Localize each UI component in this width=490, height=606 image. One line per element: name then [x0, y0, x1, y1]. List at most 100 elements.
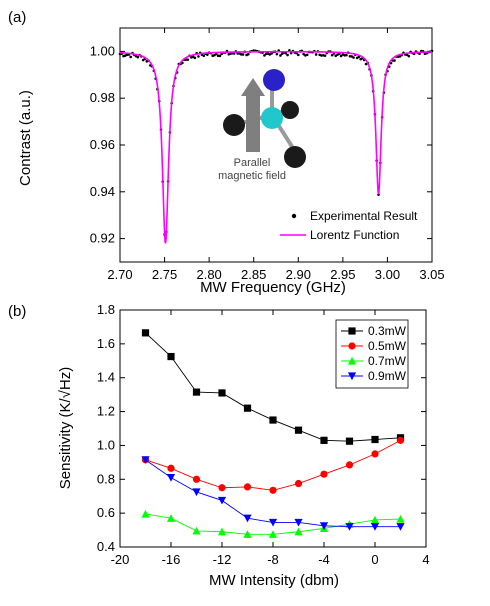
legend-marker-0.9mW [347, 372, 357, 381]
experimental-point [197, 55, 200, 58]
data-point-0.3mW [243, 404, 252, 412]
experimental-point [296, 53, 300, 57]
data-point-0.7mW [294, 527, 303, 536]
data-point-0.3mW [345, 437, 354, 445]
data-point-0.7mW [243, 530, 252, 538]
experimental-point [218, 54, 222, 58]
series-line-0.5mW [145, 439, 401, 491]
y-tick-label: 1.8 [97, 302, 115, 317]
experimental-point [398, 55, 402, 58]
experimental-point [247, 52, 250, 56]
x-tick-label: 4 [422, 552, 429, 567]
y-tick-label: 1.6 [97, 336, 115, 351]
data-point-0.3mW [269, 416, 277, 424]
magnetic-field-arrow-head [241, 78, 265, 96]
x-tick-label: 2.70 [107, 267, 132, 282]
data-point-0.5mW [192, 475, 201, 483]
panel-b-plot-area: -20 -16 -12 -8 -4 0 4 0.4 0.6 0.8 1.0 1.2 1.4 1.6 1.8 [97, 302, 430, 567]
y-tick-label: 1.0 [97, 437, 115, 452]
data-point-0.7mW [166, 514, 176, 522]
data-point-0.5mW [371, 450, 379, 458]
panel-a-legend: Experimental Result Lorentz Function [280, 209, 418, 242]
data-point-0.3mW [320, 436, 328, 444]
experimental-point [206, 53, 209, 56]
y-tick-label: 0.92 [90, 231, 115, 246]
experimental-point [270, 52, 273, 55]
x-tick-label: 2.90 [286, 267, 311, 282]
experimental-point [186, 58, 190, 61]
panel-b-label: (b) [8, 303, 26, 320]
data-point-0.3mW [371, 435, 379, 444]
x-tick-label: 2.75 [152, 267, 177, 282]
experimental-point [193, 56, 197, 60]
carbon-atom [281, 101, 299, 119]
data-point-0.9mW [294, 518, 303, 527]
panel-b-xlabel: MW Intensity (dbm) [209, 572, 339, 589]
magnetic-field-arrow-shaft [246, 94, 260, 152]
vacancy-atom [261, 107, 283, 129]
data-point-0.7mW [268, 530, 278, 538]
data-point-0.7mW [370, 515, 380, 524]
experimental-point [232, 52, 236, 55]
y-tick-label: 0.96 [90, 137, 115, 152]
experimental-point [352, 56, 355, 59]
x-tick-label: 3.05 [419, 267, 444, 282]
panel-a-label: (a) [8, 9, 26, 26]
experimental-point [241, 53, 245, 56]
data-point-0.5mW [269, 486, 277, 494]
x-tick-label: -8 [267, 552, 279, 567]
data-point-0.5mW [243, 483, 252, 491]
x-tick-label: 2.80 [196, 267, 221, 282]
legend-label-0.7mW: 0.7mW [368, 354, 407, 368]
x-tick-label: 2.95 [330, 267, 355, 282]
experimental-point [220, 52, 223, 56]
data-point-0.3mW [141, 329, 150, 337]
nitrogen-atom [263, 69, 285, 91]
legend-label-0.9mW: 0.9mW [368, 369, 407, 383]
panel-a-xlabel: MW Frequency (GHz) [200, 279, 346, 296]
carbon-atom [223, 114, 245, 136]
data-point-0.3mW [218, 389, 226, 397]
data-point-0.9mW [141, 456, 150, 464]
experimental-point [129, 55, 132, 59]
experimental-point [339, 54, 343, 58]
x-tick-label: 0 [371, 552, 378, 567]
experimental-point [305, 53, 309, 57]
experimental-point [405, 53, 409, 57]
panel-b-ylabel: Sensitivity (K/√Hz) [57, 367, 74, 489]
experimental-point [393, 59, 396, 62]
experimental-point [286, 53, 289, 57]
panel-a: (a) 2.70 2.75 2.80 2.85 2.90 2.95 3.00 3.05 0.92… [8, 9, 445, 296]
x-tick-label: 3.00 [375, 267, 400, 282]
data-point-0.9mW [396, 523, 405, 531]
data-point-0.9mW [345, 523, 354, 531]
data-point-0.5mW [167, 464, 175, 472]
legend-marker-experimental [291, 213, 297, 219]
data-point-0.9mW [319, 522, 329, 530]
experimental-point [263, 54, 266, 57]
data-point-0.3mW [294, 426, 303, 434]
y-tick-label: 0.4 [97, 539, 115, 554]
x-tick-label: -16 [162, 552, 181, 567]
y-tick-label: 0.8 [97, 471, 115, 486]
x-tick-label: 2.85 [241, 267, 266, 282]
data-point-0.9mW [243, 514, 252, 523]
legend-label-experimental: Experimental Result [310, 209, 418, 223]
data-point-0.9mW [192, 488, 201, 497]
experimental-point [330, 53, 334, 57]
panel-a-plot-area: 2.70 2.75 2.80 2.85 2.90 2.95 3.00 3.05 0.92 0.94… [90, 27, 445, 282]
data-point-0.5mW [218, 484, 226, 492]
experimental-point [279, 54, 282, 57]
data-point-0.3mW [192, 388, 201, 396]
legend-marker-0.5mW [348, 342, 356, 350]
carbon-atom [284, 146, 306, 168]
lorentz-fit-line [119, 50, 433, 244]
y-tick-label: 1.00 [90, 43, 115, 58]
y-tick-label: 1.2 [97, 404, 115, 419]
panel-a-ylabel: Contrast (a.u.) [17, 90, 34, 186]
y-tick-label: 0.98 [90, 90, 115, 105]
y-tick-label: 0.6 [97, 505, 115, 520]
experimental-point [314, 53, 318, 56]
